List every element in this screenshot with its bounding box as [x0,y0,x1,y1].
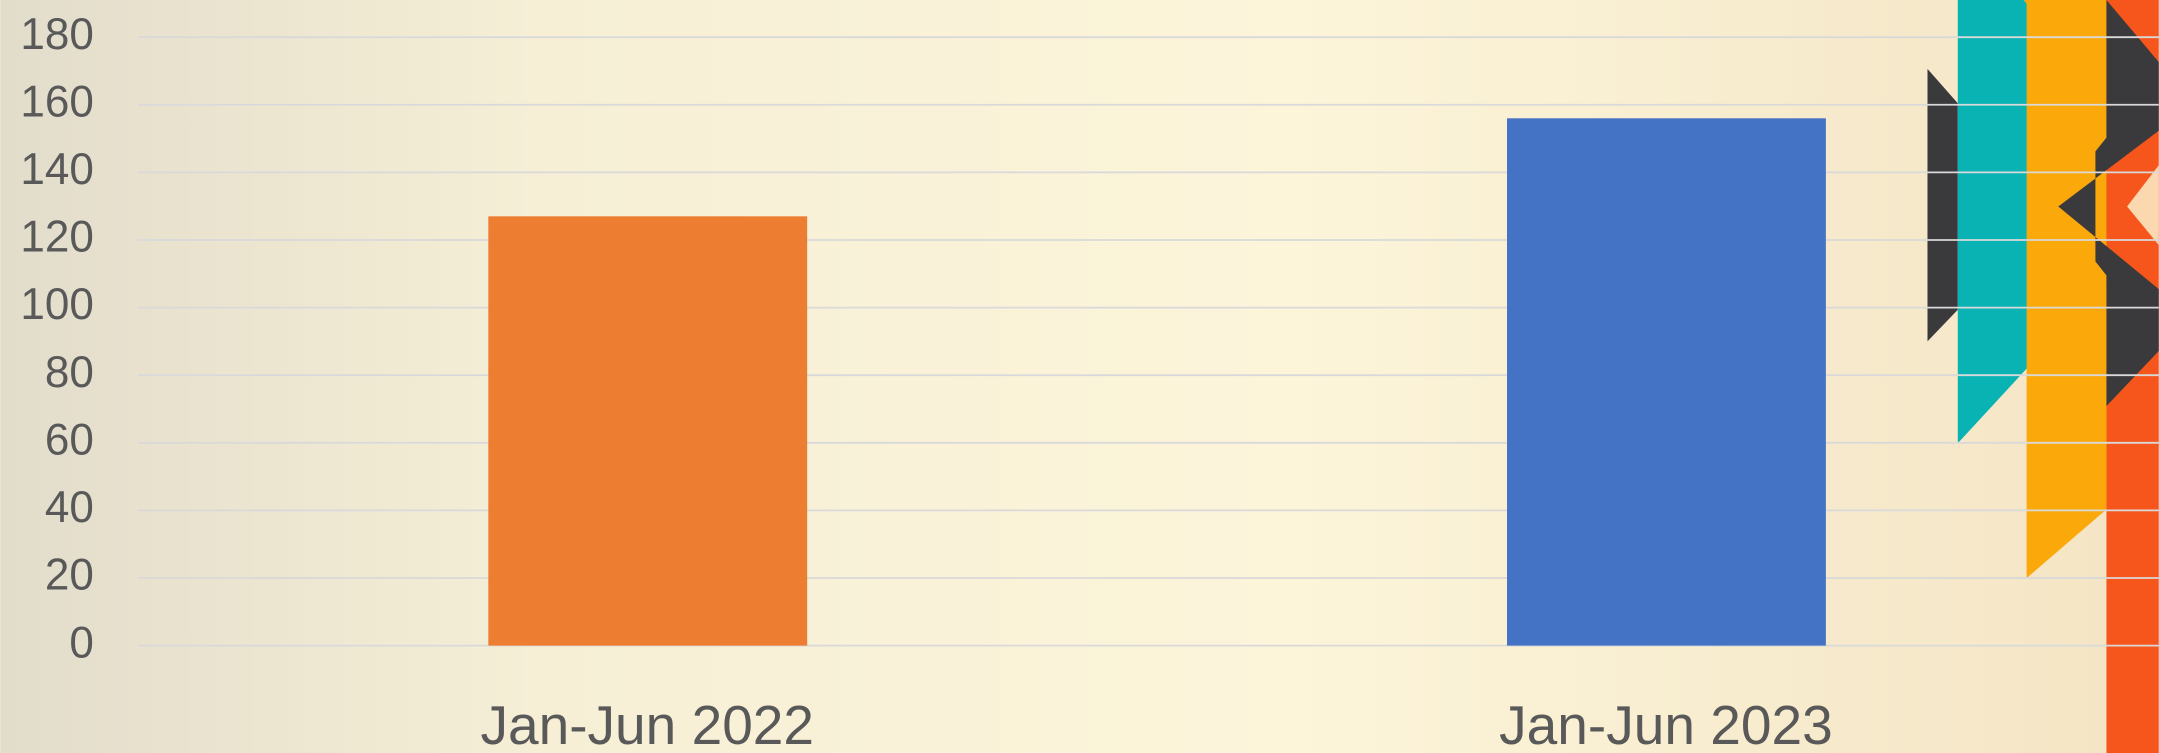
y-tick-label: 20 [45,551,94,600]
y-tick-label: 80 [45,348,94,397]
bar [488,216,808,646]
y-tick-label: 140 [20,145,93,194]
y-tick-label: 120 [20,213,93,262]
decoration [1927,0,2159,753]
plot: 0 20 40 60 80 100 120 140 160 180 Jan-Jun 2022 Jan-… [20,10,2159,753]
bar [1507,118,1826,646]
x-tick-label: Jan-Jun 2023 [1499,694,1833,753]
y-tick-label: 180 [20,10,93,59]
x-tick-label: Jan-Jun 2022 [480,694,814,753]
y-tick-label: 60 [45,415,94,464]
y-tick-label: 100 [20,280,93,329]
y-tick-label: 40 [45,483,94,532]
y-tick-label: 0 [69,618,93,667]
y-tick-label: 160 [20,77,93,126]
